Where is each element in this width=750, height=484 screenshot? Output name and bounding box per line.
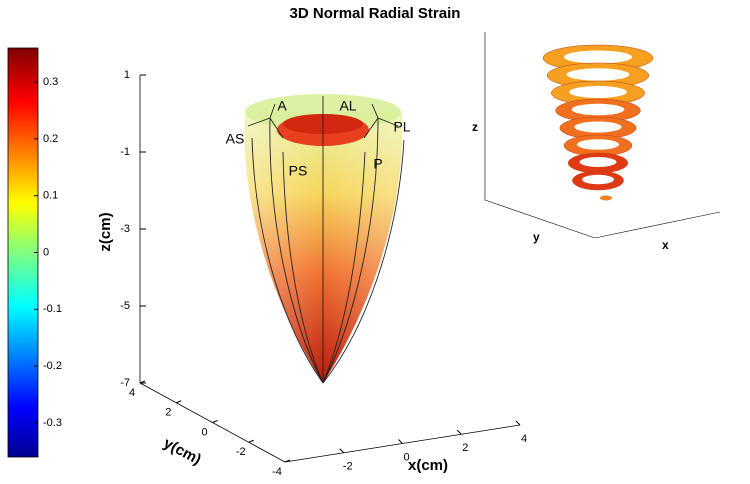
surface — [244, 94, 405, 384]
y-tick-label: 0 — [201, 426, 207, 438]
colorbar-tick-label: 0.3 — [43, 76, 58, 88]
z-tick-label: -1 — [120, 146, 130, 158]
segment-label: P — [373, 156, 382, 172]
z-tick-label: -3 — [120, 223, 130, 235]
segment-label: AL — [339, 98, 356, 114]
segment-label: AS — [226, 131, 245, 147]
ring-hole — [571, 103, 625, 116]
inset — [484, 32, 721, 239]
colorbar — [7, 47, 39, 458]
segment-label: PS — [289, 163, 308, 179]
colorbar-tick-label: 0 — [43, 246, 49, 258]
colorbar-tick-label: -0.3 — [43, 417, 62, 429]
y-axis-label: y(cm) — [161, 435, 204, 469]
ring-hole — [582, 174, 614, 185]
z-tick-label: -7 — [120, 377, 130, 389]
ring-hole — [574, 121, 622, 133]
y-tick — [176, 400, 182, 404]
x-tick-label: 0 — [403, 451, 409, 463]
x-axis-label: x(cm) — [408, 457, 448, 474]
ring — [600, 195, 612, 201]
x-tick-label: 4 — [521, 433, 527, 445]
title: 3D Normal Radial Strain — [290, 5, 461, 22]
ring-hole — [576, 139, 620, 150]
y-tick-label: 2 — [165, 407, 171, 419]
y-tick-label: -2 — [236, 446, 246, 458]
segment-label: PL — [393, 119, 410, 135]
x-tick-label: -2 — [343, 461, 353, 473]
colorbar-tick-label: -0.2 — [43, 360, 62, 372]
ring-hole — [563, 50, 633, 64]
ring-hole — [579, 157, 617, 167]
z-tick-label: -5 — [120, 300, 130, 312]
colorbar-tick-label: -0.1 — [43, 303, 62, 315]
y-tick-label: 4 — [129, 387, 135, 399]
x-tick — [398, 439, 403, 444]
x-tick-label: 2 — [462, 442, 468, 454]
y-tick — [139, 380, 146, 384]
z-axis-label: z(cm) — [97, 212, 114, 251]
y-tick — [284, 459, 291, 463]
colorbar-tick-label: 0.2 — [43, 133, 58, 145]
x-tick — [339, 448, 345, 454]
inset-x-label: x — [662, 238, 669, 252]
z-tick-label: 1 — [124, 69, 130, 81]
y-tick-label: -4 — [272, 466, 282, 478]
y-tick — [212, 420, 218, 423]
inset-y-label: y — [533, 230, 540, 244]
ring-hole — [569, 86, 627, 98]
inset-z-label: z — [472, 120, 478, 134]
x-tick — [515, 420, 521, 426]
x-tick — [456, 429, 462, 435]
y-tick — [248, 439, 254, 443]
colorbar-tick-label: 0.1 — [43, 190, 58, 202]
ring-hole — [566, 68, 630, 81]
segment-label: A — [277, 98, 287, 114]
